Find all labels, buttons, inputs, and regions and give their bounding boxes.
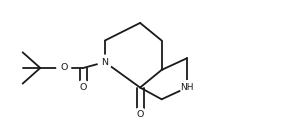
Circle shape — [57, 61, 70, 75]
Text: O: O — [136, 110, 144, 119]
Circle shape — [77, 81, 90, 94]
Circle shape — [133, 108, 147, 122]
Text: NH: NH — [180, 83, 194, 92]
Text: O: O — [60, 63, 68, 72]
Circle shape — [180, 81, 194, 94]
Text: N: N — [102, 58, 108, 67]
Text: O: O — [80, 83, 87, 92]
Circle shape — [98, 55, 112, 69]
